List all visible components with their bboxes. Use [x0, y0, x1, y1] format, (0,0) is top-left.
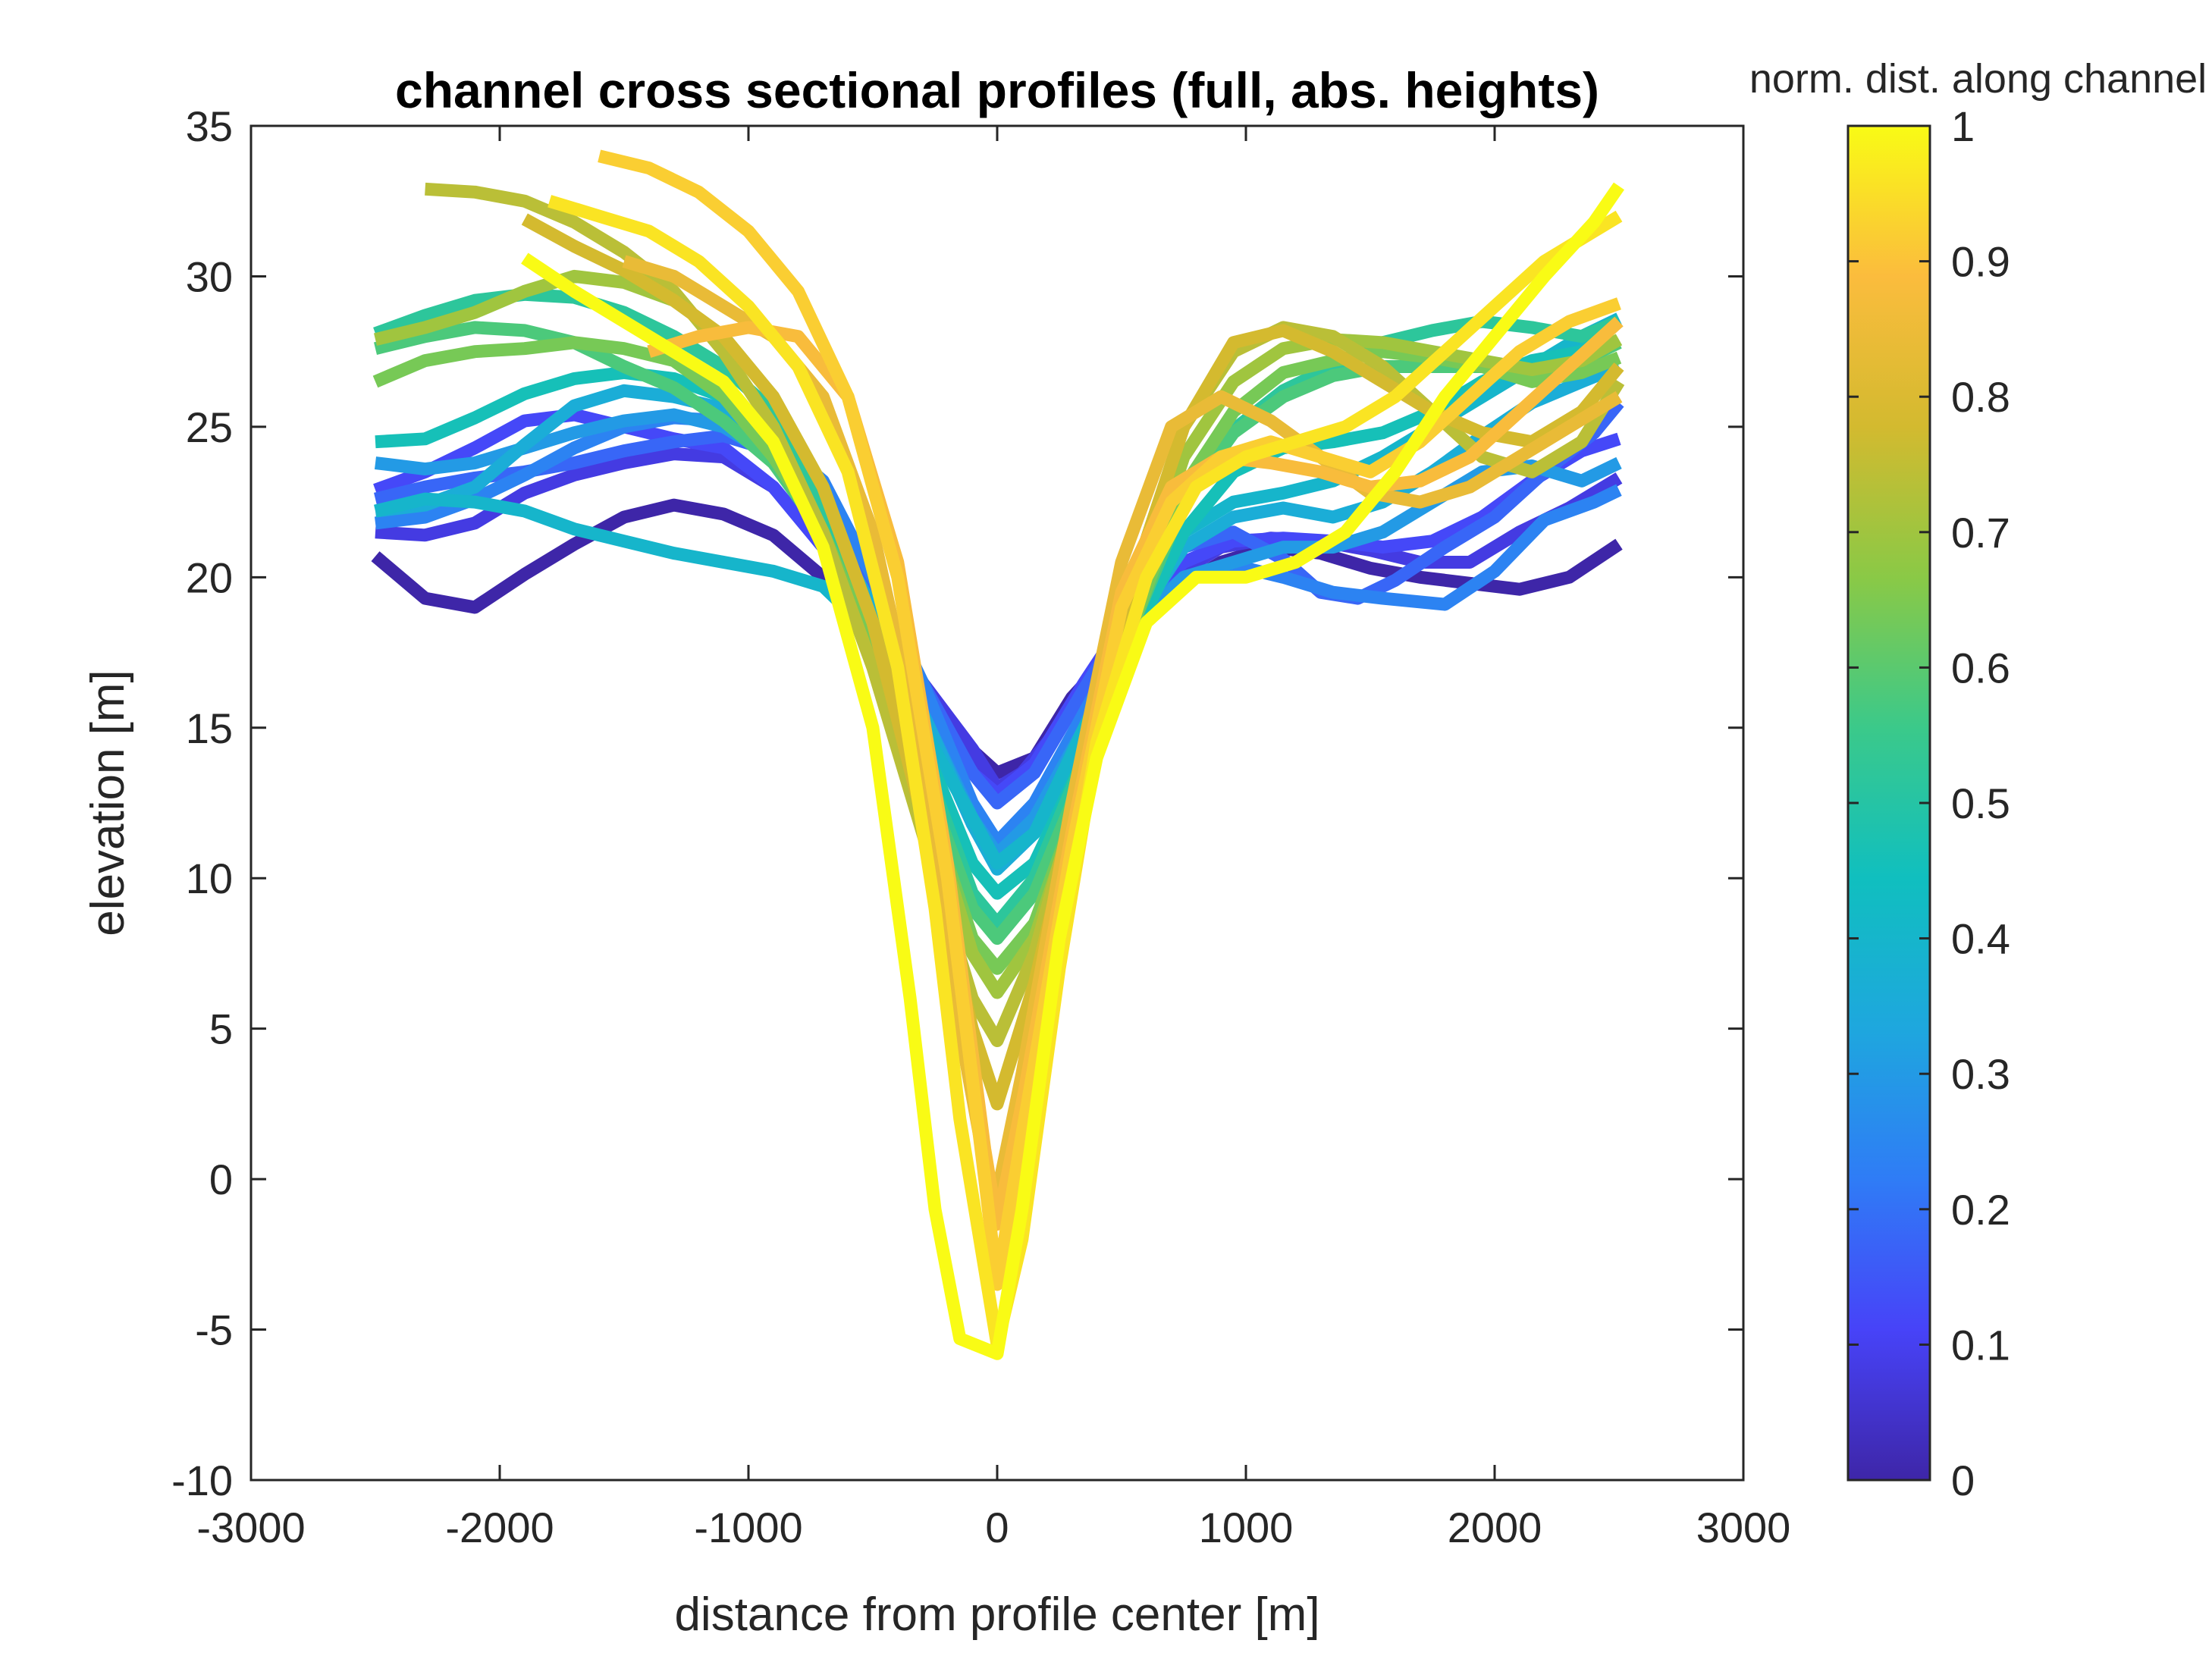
colorbar-tick-label: 0.9: [1951, 238, 2010, 286]
colorbar-tick-label: 0.7: [1951, 509, 2010, 557]
colorbar-tick-label: 0: [1951, 1457, 1975, 1504]
x-tick-label: 3000: [1696, 1504, 1791, 1551]
series-line-12: [372, 336, 1622, 975]
colorbar-tick-label: 0.6: [1951, 644, 2010, 692]
colorbar-tick-label: 0.1: [1951, 1321, 2010, 1369]
series-line-20: [521, 182, 1624, 1360]
colorbar-tick-label: 0.3: [1951, 1050, 2010, 1098]
x-tick-label: 1000: [1199, 1504, 1294, 1551]
x-tick-label: -2000: [445, 1504, 554, 1551]
colorbar-ticks: 0 0.1 0.2 0.3 0.4 0.5 0.6 0.7 0.8 0.9 1: [1848, 102, 2010, 1504]
x-tick-label: 0: [985, 1504, 1009, 1551]
y-tick-label: -10: [171, 1457, 233, 1504]
y-tick-label: 30: [186, 252, 233, 300]
colorbar: 0 0.1 0.2 0.3 0.4 0.5 0.6 0.7 0.8 0.9 1 norm. dist…: [1749, 56, 2212, 1504]
y-tick-label: 35: [186, 102, 233, 150]
colorbar-tick-label: 1: [1951, 102, 1975, 150]
x-tick-label: -3000: [196, 1504, 305, 1551]
series-layer: [371, 149, 1625, 1360]
x-tick-label: 2000: [1448, 1504, 1542, 1551]
y-axis: -10 -5 0 5 10 15 20 25 30 35: [171, 102, 1743, 1504]
y-tick-label: 20: [186, 554, 233, 601]
colorbar-gradient: [1846, 124, 1931, 1482]
colorbar-tick-label: 0.4: [1951, 915, 2010, 963]
series-line-4: [374, 398, 1624, 810]
series-line-5: [374, 411, 1622, 849]
y-tick-label: 0: [209, 1156, 233, 1203]
y-tick-label: 10: [186, 855, 233, 902]
y-axis-label: elevation [m]: [82, 670, 134, 936]
x-axis: -3000 -2000 -1000 0 1000 2000 3000: [196, 126, 1790, 1551]
y-tick-label: 15: [186, 704, 233, 752]
colorbar-tick-label: 0.8: [1951, 373, 2010, 421]
x-axis-label: distance from profile center [m]: [674, 1588, 1319, 1641]
colorbar-tick-label: 0.5: [1951, 779, 2010, 827]
x-tick-label: -1000: [694, 1504, 802, 1551]
y-tick-label: -5: [195, 1306, 233, 1354]
chart-title: channel cross sectional profiles (full, …: [395, 62, 1599, 118]
colorbar-label: norm. dist. along channel [-]: [1749, 56, 2212, 102]
y-tick-label: 5: [209, 1005, 233, 1053]
y-tick-label: 25: [186, 403, 233, 451]
colorbar-tick-label: 0.2: [1951, 1186, 2010, 1234]
series-line-13: [373, 269, 1623, 999]
series-line-9: [375, 316, 1624, 900]
